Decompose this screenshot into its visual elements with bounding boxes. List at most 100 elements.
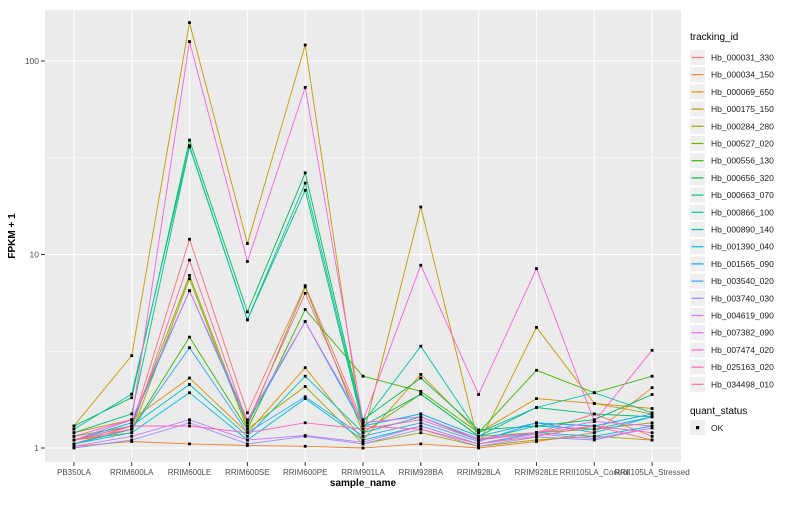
data-point bbox=[650, 374, 654, 378]
x-axis-title: sample_name bbox=[330, 478, 397, 489]
data-point bbox=[361, 374, 365, 378]
data-point bbox=[130, 440, 134, 443]
data-point bbox=[419, 421, 423, 425]
data-point bbox=[130, 418, 134, 422]
data-point bbox=[535, 397, 538, 400]
legend-label: Hb_003540_020 bbox=[711, 276, 774, 286]
data-point bbox=[419, 412, 423, 416]
data-point bbox=[650, 386, 654, 390]
data-point bbox=[592, 420, 596, 423]
legend-label: Hb_001390_040 bbox=[711, 242, 774, 252]
data-point bbox=[246, 421, 249, 425]
y-axis-title: FPKM + 1 bbox=[7, 213, 18, 259]
data-point bbox=[130, 427, 134, 431]
data-point bbox=[361, 434, 365, 438]
data-point bbox=[130, 424, 134, 428]
data-point bbox=[477, 437, 480, 440]
data-point bbox=[303, 395, 307, 399]
data-point bbox=[130, 392, 134, 396]
legend-label: Hb_001565_090 bbox=[711, 259, 774, 269]
data-point bbox=[246, 434, 249, 438]
data-point bbox=[246, 260, 249, 263]
legend-label: Hb_000527_020 bbox=[711, 139, 774, 149]
legend-label: Hb_000031_330 bbox=[711, 53, 774, 63]
data-point bbox=[188, 391, 191, 395]
x-tick-label: RRIM600PE bbox=[283, 468, 327, 477]
data-point bbox=[188, 274, 191, 277]
data-point bbox=[72, 427, 76, 431]
data-point bbox=[130, 421, 134, 425]
data-point bbox=[592, 424, 596, 428]
data-point bbox=[188, 383, 191, 386]
data-point bbox=[188, 144, 191, 148]
data-point bbox=[246, 442, 249, 446]
axis-ticks: 1 10 100 PB350LA RRIM600LA RRIM600LE RRIM600SE… bbox=[25, 56, 690, 477]
legend-label: Hb_000175_150 bbox=[711, 104, 774, 114]
data-point bbox=[535, 368, 538, 372]
data-point bbox=[303, 43, 307, 47]
data-point bbox=[535, 438, 538, 442]
data-point bbox=[419, 415, 423, 419]
data-point bbox=[592, 427, 596, 431]
data-point bbox=[650, 434, 654, 438]
data-point bbox=[303, 397, 307, 400]
data-point bbox=[246, 418, 249, 422]
legend-label: Hb_004619_090 bbox=[711, 311, 774, 321]
data-point bbox=[303, 374, 307, 378]
data-point bbox=[303, 444, 307, 448]
data-point bbox=[592, 431, 596, 435]
data-point bbox=[419, 373, 423, 376]
data-point bbox=[535, 421, 538, 425]
data-point bbox=[188, 21, 191, 24]
data-points bbox=[72, 21, 654, 450]
data-point bbox=[592, 437, 596, 440]
x-tick-label: RRII105LA_Control bbox=[560, 468, 630, 477]
data-point bbox=[188, 418, 191, 422]
data-point bbox=[303, 434, 307, 437]
data-point bbox=[477, 440, 480, 443]
data-point bbox=[188, 424, 191, 428]
x-tick-label: RRIM600LA bbox=[110, 468, 154, 477]
data-point bbox=[419, 263, 423, 267]
data-point bbox=[188, 289, 191, 293]
data-point bbox=[303, 366, 307, 370]
data-point bbox=[477, 446, 480, 450]
data-point bbox=[650, 415, 654, 419]
data-point bbox=[361, 431, 365, 435]
data-point bbox=[130, 354, 134, 358]
quant-status-ok-label: OK bbox=[711, 423, 724, 433]
x-tick-label: RRIM928LE bbox=[515, 468, 559, 477]
data-point bbox=[246, 431, 249, 435]
data-point bbox=[246, 310, 249, 314]
data-point bbox=[72, 438, 76, 442]
data-point bbox=[246, 318, 249, 322]
data-point bbox=[419, 418, 423, 422]
data-point bbox=[130, 396, 134, 400]
data-point bbox=[650, 438, 654, 442]
legend-label: Hb_000034_150 bbox=[711, 70, 774, 80]
data-point bbox=[535, 434, 538, 438]
legend-label: Hb_003740_030 bbox=[711, 293, 774, 303]
data-point bbox=[361, 442, 365, 446]
data-point bbox=[303, 285, 307, 289]
data-point bbox=[130, 438, 134, 442]
legend-label: Hb_000890_140 bbox=[711, 225, 774, 235]
x-tick-label: RRIM928LA bbox=[457, 468, 501, 477]
x-tick-label: PB350LA bbox=[57, 468, 91, 477]
data-point bbox=[535, 432, 538, 436]
y-tick-label: 10 bbox=[30, 250, 40, 260]
data-point bbox=[650, 407, 654, 410]
data-point bbox=[592, 418, 596, 422]
data-point bbox=[592, 391, 596, 395]
data-point bbox=[650, 421, 654, 425]
data-point bbox=[130, 431, 134, 435]
data-point bbox=[72, 424, 76, 428]
data-point bbox=[303, 181, 307, 185]
data-point bbox=[650, 393, 654, 396]
data-point bbox=[188, 258, 191, 262]
data-point bbox=[72, 444, 76, 448]
data-point bbox=[535, 424, 538, 428]
legend-label: Hb_000656_320 bbox=[711, 173, 774, 183]
